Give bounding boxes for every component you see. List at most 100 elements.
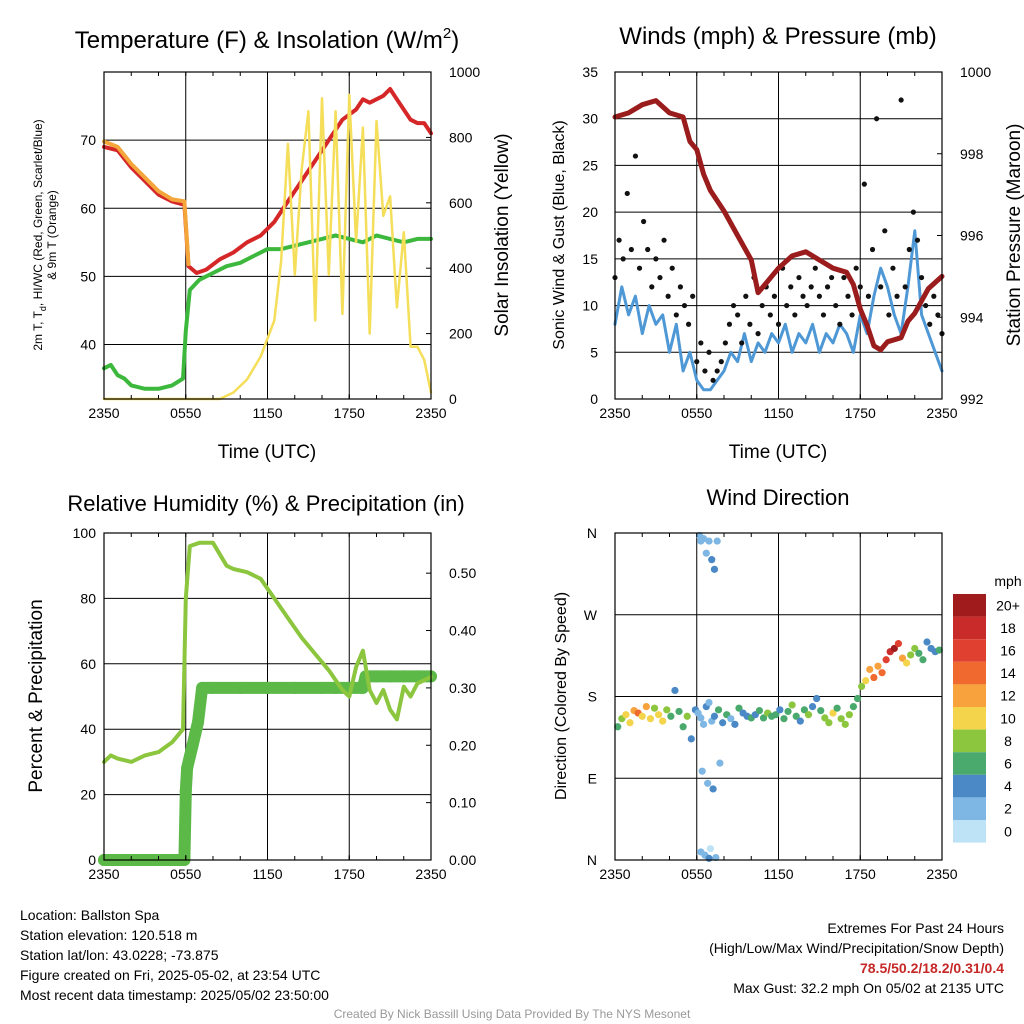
humidity-title: Relative Humidity (%) & Precipitation (i… xyxy=(67,491,464,516)
direction-point xyxy=(845,711,853,719)
direction-point xyxy=(935,646,943,654)
direction-point xyxy=(804,711,813,719)
gust-point xyxy=(702,368,708,374)
direction-point xyxy=(705,854,713,862)
colorbar-swatch xyxy=(953,616,986,640)
gust-point xyxy=(812,265,818,271)
direction-point xyxy=(706,845,714,853)
winds-grid xyxy=(615,72,942,399)
y-left-tick-label: 80 xyxy=(80,590,96,606)
gust-point xyxy=(620,256,626,262)
gust-point xyxy=(865,293,872,299)
y-right-tick-label: 800 xyxy=(449,129,473,145)
y-right-tick-label: 1000 xyxy=(449,64,480,80)
colorbar-swatch xyxy=(953,729,986,753)
y-left-tick-label: 25 xyxy=(582,157,598,173)
y-right-tick-label: 0.40 xyxy=(449,623,476,639)
direction-point xyxy=(735,704,743,712)
y-left-tick-label: 40 xyxy=(80,337,96,353)
direction-point xyxy=(626,719,634,727)
y-left-tick-label: 20 xyxy=(582,204,598,220)
direction-point xyxy=(800,706,808,714)
wind-direction-ylabel: Direction (Colored By Speed) xyxy=(553,592,570,800)
temperature-axes: 2350 0550 1150 1750 2350 40 50 60 70 0 200 400 600 80… xyxy=(80,64,480,421)
y-left-tick-label: 60 xyxy=(80,200,96,216)
direction-point xyxy=(699,720,708,728)
x-tick-label: 2350 xyxy=(88,866,119,882)
direction-point xyxy=(698,767,706,775)
series-sonic-wind xyxy=(613,229,944,392)
direction-point xyxy=(710,712,719,720)
y-right-tick-label: 0.50 xyxy=(449,565,476,581)
gust-point xyxy=(645,246,651,253)
direction-point xyxy=(878,669,886,677)
direction-point xyxy=(907,651,915,659)
colorbar-label: 20+ xyxy=(996,597,1020,613)
y-left-tick-label: 5 xyxy=(590,344,598,360)
direction-point xyxy=(784,707,792,716)
y-left-tick-label: 30 xyxy=(582,111,598,127)
x-tick-label: 2350 xyxy=(415,866,446,882)
direction-point xyxy=(874,662,882,670)
direction-point xyxy=(898,654,907,662)
gust-point xyxy=(685,321,692,327)
y-tick-label: E xyxy=(588,770,597,786)
direction-point xyxy=(837,715,845,723)
direction-point xyxy=(866,665,874,674)
gust-point xyxy=(833,302,839,309)
y-right-tick-label: 0.30 xyxy=(449,680,476,696)
direction-point xyxy=(705,537,713,545)
y-right-tick-label: 600 xyxy=(449,195,473,211)
gust-point xyxy=(657,274,663,281)
temperature-plot-area xyxy=(102,87,433,401)
gust-point xyxy=(624,190,630,197)
winds-ylabel-right: Station Pressure (Maroon) xyxy=(1004,124,1024,347)
y-right-tick-label: 0.10 xyxy=(449,795,476,811)
gust-point xyxy=(694,359,700,365)
direction-point xyxy=(902,659,911,667)
direction-point xyxy=(719,719,727,727)
wind-direction-plot-area xyxy=(614,531,943,862)
gust-point xyxy=(641,218,647,225)
gust-point xyxy=(726,321,733,327)
y-tick-label: N xyxy=(587,852,597,868)
direction-point xyxy=(708,556,716,564)
gust-point xyxy=(739,340,745,346)
direction-point xyxy=(813,694,821,703)
gust-point xyxy=(669,265,675,271)
y-left-tick-label: 15 xyxy=(582,251,598,267)
direction-point xyxy=(772,711,780,719)
direction-point xyxy=(702,549,710,557)
direction-point xyxy=(849,702,858,711)
gust-point xyxy=(849,312,855,318)
gust-point xyxy=(845,293,851,299)
direction-point xyxy=(792,712,800,720)
gust-point xyxy=(710,377,716,383)
temperature-panel: Temperature (F) & Insolation (W/m2) 2350… xyxy=(31,25,513,463)
gust-point xyxy=(874,116,880,122)
colorbar-label: 8 xyxy=(1004,733,1012,749)
temperature-xlabel: Time (UTC) xyxy=(218,442,317,463)
direction-point xyxy=(712,853,720,862)
direction-point xyxy=(650,704,659,712)
colorbar-label: 14 xyxy=(1000,665,1016,681)
y-tick-label: W xyxy=(584,607,598,623)
direction-point xyxy=(675,707,683,716)
direction-point xyxy=(833,704,841,712)
direction-point xyxy=(622,711,630,719)
humidity-panel: Relative Humidity (%) & Precipitation (i… xyxy=(26,491,476,882)
direction-point xyxy=(862,677,870,685)
gust-point xyxy=(718,359,724,365)
direction-point xyxy=(923,638,931,646)
gust-point xyxy=(902,284,908,290)
winds-plot-area xyxy=(612,97,945,392)
winds-title: Winds (mph) & Pressure (mb) xyxy=(619,23,936,50)
gust-point xyxy=(857,284,863,290)
humidity-axes: 2350 0550 1150 1750 23500204060801000.000.10… xyxy=(73,525,477,882)
direction-point xyxy=(890,644,898,653)
x-tick-label: 1750 xyxy=(334,866,365,882)
direction-point xyxy=(911,644,919,653)
y-left-tick-label: 70 xyxy=(80,132,96,148)
y-right-tick-label: 996 xyxy=(960,228,984,244)
gust-point xyxy=(824,284,831,290)
